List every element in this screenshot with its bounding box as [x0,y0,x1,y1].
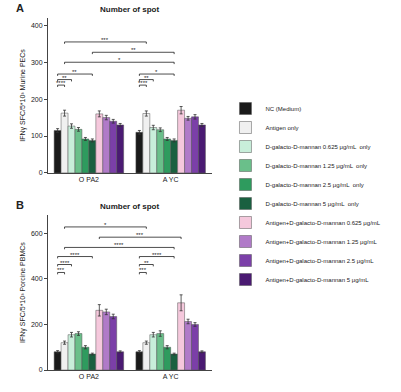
svg-text:**: ** [62,75,67,81]
svg-text:Antigen only: Antigen only [265,125,298,131]
svg-text:****: **** [56,80,66,86]
svg-text:***: *** [136,232,144,238]
svg-text:Antigen+D-galacto-D-mannan 1.2: Antigen+D-galacto-D-mannan 1.25 μg/mL [265,239,377,245]
svg-text:*: * [118,57,121,63]
svg-text:A YC: A YC [163,176,179,183]
svg-text:400: 400 [31,22,43,29]
svg-text:A YC: A YC [163,373,179,380]
svg-text:***: *** [57,267,65,273]
svg-text:400: 400 [31,275,43,282]
svg-text:200: 200 [31,321,43,328]
svg-text:D-galacto-D-mannan 0.625 μg/mL: D-galacto-D-mannan 0.625 μg/mL only [265,144,370,150]
svg-text:O PA2: O PA2 [79,176,99,183]
svg-text:0: 0 [39,366,43,373]
svg-text:**: ** [72,69,77,75]
svg-text:*: * [155,69,158,75]
svg-text:NC (Medium): NC (Medium) [265,106,301,112]
svg-text:****: **** [152,252,162,258]
svg-text:O PA2: O PA2 [79,373,99,380]
svg-text:100: 100 [31,132,43,139]
svg-text:****: **** [60,260,70,266]
svg-text:IFNγ SFC/5*10³ Murine PECs: IFNγ SFC/5*10³ Murine PECs [19,49,27,142]
svg-text:Number of spot: Number of spot [100,5,159,14]
svg-text:Number of spot: Number of spot [100,202,159,211]
svg-text:D-galacto-D-mannan 2.5 μg/mL: D-galacto-D-mannan 2.5 μg/mL only [265,182,363,188]
svg-text:600: 600 [31,230,43,237]
svg-text:**: ** [144,260,149,266]
svg-text:300: 300 [31,59,43,66]
svg-text:***: *** [139,267,147,273]
svg-text:***: *** [101,37,109,43]
svg-text:Antigen+D-galacto-D-mannan 5 μ: Antigen+D-galacto-D-mannan 5 μg/mL [265,277,369,283]
svg-text:****: **** [138,80,148,86]
svg-text:Antigen+D-galacto-D-mannan 2.5: Antigen+D-galacto-D-mannan 2.5 μg/mL [265,258,374,264]
svg-text:200: 200 [31,96,43,103]
svg-text:****: **** [114,242,124,248]
svg-text:*: * [104,222,107,228]
svg-text:D-galacto-D-mannan 1.25 μg/mL: D-galacto-D-mannan 1.25 μg/mL only [265,163,367,169]
svg-text:Antigen+D-galacto-D-mannan 0.6: Antigen+D-galacto-D-mannan 0.625 μg/mL [265,220,380,226]
svg-text:**: ** [131,47,136,53]
svg-text:A: A [16,2,24,14]
svg-text:IFNγ SFC/5*10³ Porcine PBMCs: IFNγ SFC/5*10³ Porcine PBMCs [19,242,27,343]
svg-text:B: B [16,199,24,211]
svg-text:0: 0 [39,169,43,176]
svg-text:D-galacto-D-mannan 5 μg/mL on: D-galacto-D-mannan 5 μg/mL only [265,201,358,207]
svg-text:**: ** [144,75,149,81]
svg-text:****: **** [70,252,80,258]
